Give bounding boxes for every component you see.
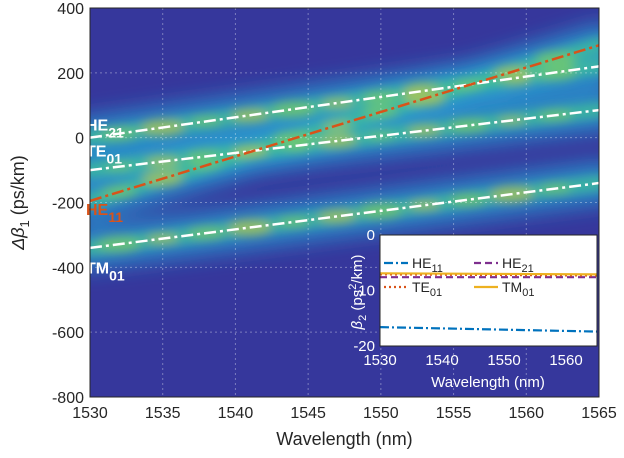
mode-label-he11: HE11 [86, 202, 123, 225]
heatmap-hotspot [318, 209, 357, 223]
mode-line-te01 [90, 108, 599, 172]
mode-labels: HE21 TE01 HE11 TM01 [86, 118, 125, 284]
x-tick-label: 1535 [145, 405, 181, 422]
mode-label-he21: HE21 [86, 118, 124, 141]
inset-x-tick-label: 1550 [487, 352, 520, 369]
x-tick-label: 1545 [290, 405, 326, 422]
y-axis-label-suffix: (ps/km) [8, 155, 28, 220]
heatmap-hotspot [271, 100, 316, 118]
inset-frame [379, 234, 598, 347]
x-tick-label: 1555 [436, 405, 472, 422]
x-tick-label: 1565 [581, 405, 617, 422]
inset-tick-labels: 1530 1540 1550 1560 0 -10 -20 [353, 227, 582, 369]
x-axis-label: Wavelength (nm) [276, 429, 412, 449]
y-tick-label: -400 [52, 260, 84, 277]
y-tick-label: -800 [52, 390, 84, 407]
inset-y-axis-label: β2 (ps2/km) [347, 254, 369, 330]
heatmap-hotspot [321, 98, 354, 108]
legend-entry-he11: HE11 [412, 255, 443, 275]
y-axis-label: Δβ1 (ps/km) [8, 155, 32, 251]
y-tick-label: 200 [57, 66, 84, 83]
inset-y-tick-label: -10 [353, 283, 375, 300]
inset-y-label-open: (ps [349, 290, 366, 315]
inset-y-tick-label: -20 [353, 338, 375, 355]
plot-frame [89, 7, 600, 398]
inset-series-lines [380, 272, 597, 333]
y-tick-labels: 400 200 0 -200 -400 -600 -800 [52, 1, 84, 407]
y-tick-label: 0 [75, 131, 84, 148]
inset-series-he11 [380, 326, 597, 333]
mode-line-tm01 [90, 181, 599, 250]
x-tick-label: 1530 [72, 405, 108, 422]
heatmap-hotspot [407, 125, 442, 137]
y-tick-label: 400 [57, 1, 84, 18]
legend-entry-te01: TE01 [412, 279, 442, 299]
heatmap-hotspot [449, 193, 488, 207]
y-axis-label-prefix: Δβ [8, 227, 28, 250]
mode-fit-lines [90, 44, 599, 250]
inset-y-tick-label: 0 [367, 227, 375, 244]
inset-y-label-close: /km) [349, 254, 366, 283]
inset-x-tick-label: 1540 [425, 352, 458, 369]
x-tick-label: 1560 [508, 405, 544, 422]
mode-line-he11 [90, 44, 599, 203]
inset-series-te01 [380, 273, 597, 277]
legend-entry-tm01: TM01 [502, 279, 534, 299]
inset-series-tm01 [380, 272, 597, 276]
heatmap-hotspot [408, 200, 441, 211]
mode-line-he21 [90, 65, 599, 139]
heatmap-hotspot [277, 217, 310, 227]
inset-legend: HE11 HE21 TE01 TM01 [384, 255, 534, 299]
inset-x-tick-label: 1560 [549, 352, 582, 369]
legend-entry-he21: HE21 [502, 255, 534, 275]
heatmap-hotspot [448, 118, 489, 133]
inset-x-axis-label: Wavelength (nm) [431, 374, 545, 391]
inset-y-label-sub: 2 [357, 315, 369, 321]
x-tick-label: 1540 [218, 405, 254, 422]
mode-label-tm01: TM01 [86, 260, 125, 283]
y-tick-label: -600 [52, 325, 84, 342]
inset-y-label-beta: β [349, 321, 366, 331]
x-tick-label: 1550 [363, 405, 399, 422]
inset-y-label-sup: 2 [347, 284, 359, 290]
inset-x-tick-label: 1530 [363, 352, 396, 369]
x-tick-labels: 1530 1535 1540 1545 1550 1555 1560 1565 [72, 405, 617, 422]
y-tick-label: -200 [52, 196, 84, 213]
mode-label-te01: TE01 [86, 144, 122, 167]
y-axis-label-sub: 1 [17, 220, 32, 227]
